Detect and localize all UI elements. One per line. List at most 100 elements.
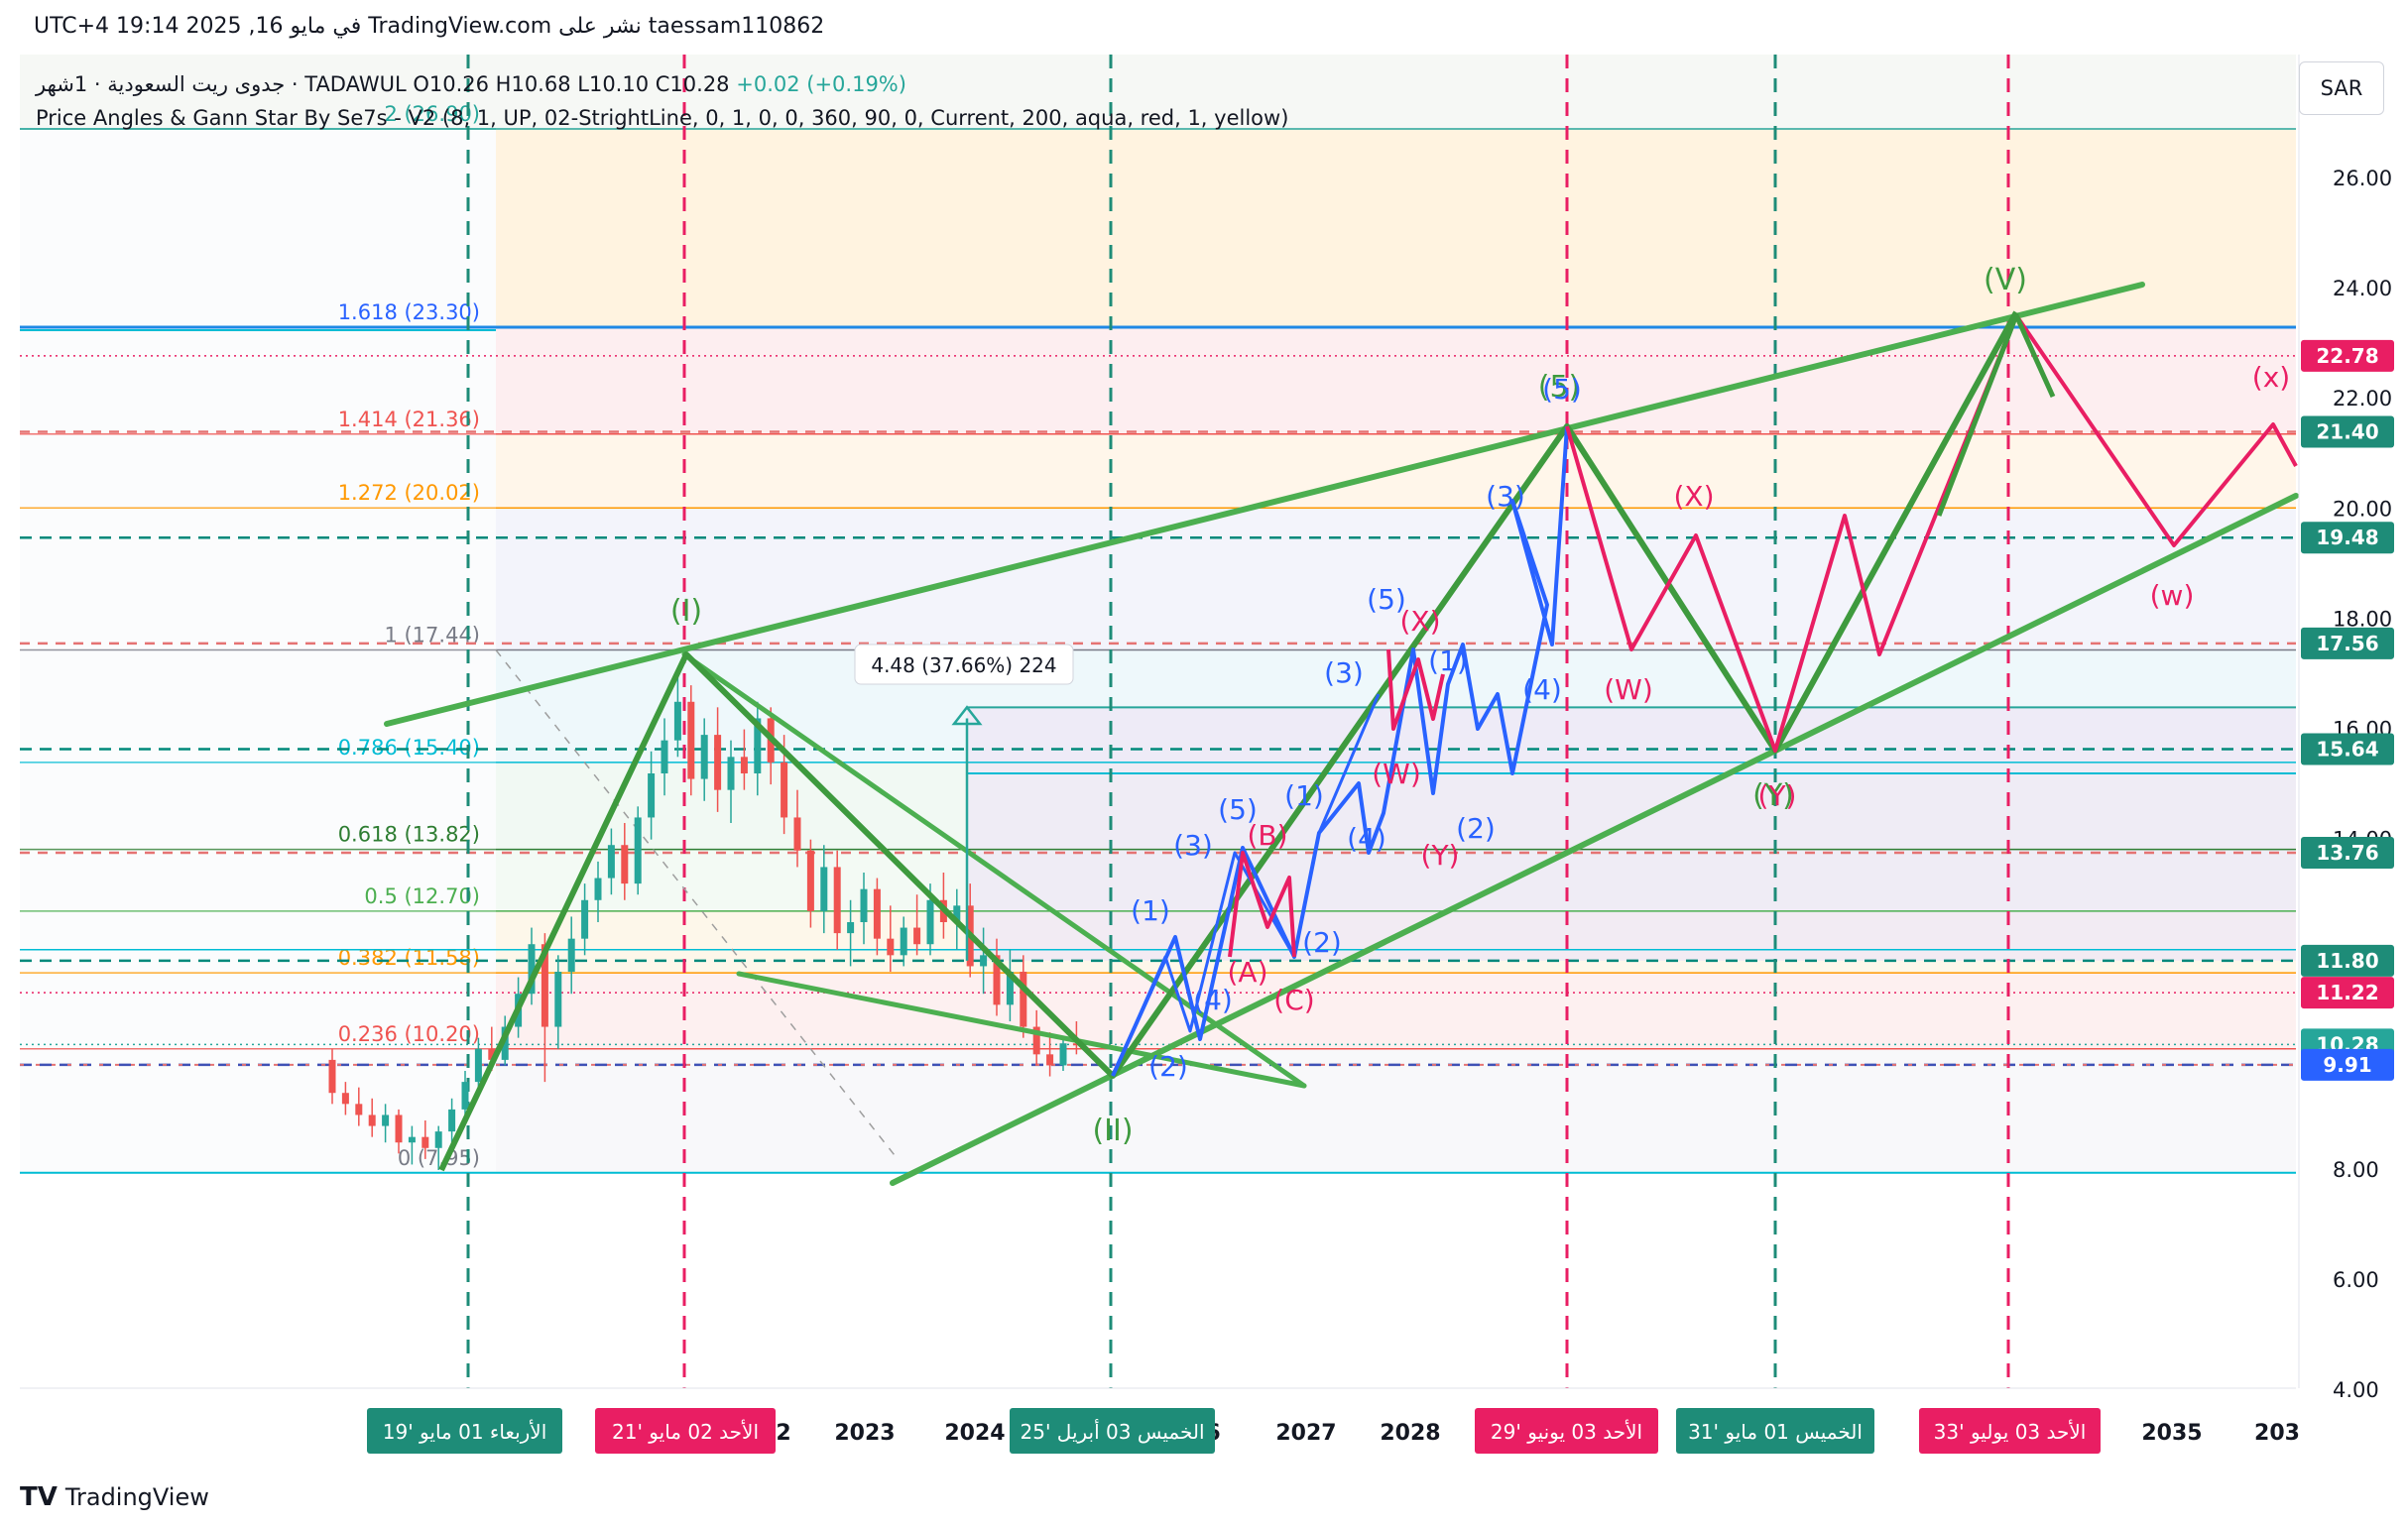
candle-body [528,944,536,995]
primary-wave-path [438,310,2019,1172]
candle-body [594,878,602,900]
candle-body [448,1109,456,1132]
wave-label: (X) [1673,480,1714,513]
ohlc-value: C10.28 [656,72,736,96]
time-axis-tick: 2024 [944,1421,1005,1446]
wave-label: (5) [1538,370,1581,405]
wave-label: (Y) [1758,779,1797,812]
price-badge-label: 22.78 [2316,344,2378,368]
wave-label: (5) [1218,793,1258,826]
candle-body [806,850,814,911]
wave-label: (X) [1399,605,1440,638]
time-axis-tick: 2027 [1275,1421,1336,1446]
candle-body [1020,972,1027,1027]
trend-line [890,493,2299,1186]
wave-label: (I) [670,594,702,629]
tradingview-logo-icon: 𝗧𝗩 [20,1482,58,1512]
primary-wave-path [1936,312,2056,517]
price-badge-label: 9.91 [2323,1053,2371,1077]
date-badge [1676,1408,1874,1454]
candle-body [926,899,934,945]
wave-label: (Y) [1421,839,1460,872]
fib-level-label: 1.414 (21.36) [338,408,480,431]
time-axis-tick: 2028 [1380,1421,1440,1446]
candle-body [860,888,868,922]
candle-body [727,757,735,790]
time-axis-tick: 2023 [834,1421,895,1446]
fib-level-label: 1.618 (23.30) [338,300,480,324]
wave-label: (4) [1193,984,1233,1016]
symbol-line: جدوى ريت السعودية · 1شهر · TADAWUL O10.2… [35,72,906,96]
candle-body [887,938,895,956]
candle-body [541,944,548,1027]
price-badge [2301,627,2394,659]
fib-level-label: 0.236 (10.20) [338,1022,480,1046]
candle-body [820,867,828,911]
price-badge [2301,977,2394,1009]
date-badge [367,1408,562,1454]
price-axis-tick: 20.00 [2333,497,2392,521]
candle-body [687,701,695,779]
candle-body [1032,1026,1040,1055]
currency-button[interactable]: SAR [2299,61,2384,115]
candle-body [673,701,681,741]
wave-label: (II) [1092,1114,1133,1148]
candle-body [833,867,841,934]
date-badge-label: الخميس 03 أبريل '25 [1020,1419,1204,1444]
wave-label: (w) [2150,579,2195,612]
wave-label: (Y) [1752,778,1794,813]
ohlc-value: O10.26 [413,72,495,96]
candle-body [953,905,961,922]
candle-body [980,955,988,967]
date-badge [595,1408,776,1454]
ohlc-value: +0.02 (+0.19%) [736,72,906,96]
wave-label: (1) [1131,894,1170,927]
price-badge [2301,339,2394,372]
candle-body [355,1104,363,1116]
wave-label: (B) [1247,819,1287,852]
fib-level-label: 0.618 (13.82) [338,823,480,847]
wave-label: (3) [1324,656,1364,689]
candle-body [328,1059,336,1094]
wave-label: (3) [1173,829,1213,862]
date-badge-label: الخميس 01 مايو '31 [1688,1420,1863,1444]
price-badge-label: 21.40 [2316,420,2378,444]
price-badge-label: 19.48 [2316,526,2378,549]
wave-label: (V) [1984,263,2027,297]
date-badge [1475,1408,1658,1454]
candle-body [847,922,855,934]
candle-body [648,773,656,818]
price-badge [2301,733,2394,765]
candle-body [900,927,907,956]
time-axis-tick: 203 [2254,1421,2300,1446]
date-badge-label: الأحد 03 يونيو '29 [1491,1420,1642,1444]
candle-body [554,972,562,1027]
candle-body [567,938,575,972]
symbol-name: جدوى ريت السعودية · 1شهر · TADAWUL [35,72,413,96]
fib-level-label: 0.5 (12.70) [364,884,480,908]
candle-body [754,718,762,773]
wave-label: (5) [1367,583,1406,616]
measure-label-box [854,644,1074,685]
candle-body [1072,1043,1080,1046]
candle-body [581,899,589,939]
wave-label: (x) [2252,361,2290,394]
trend-line [736,971,1307,1089]
fib-level-label: 2 (26.90) [384,102,480,126]
fib-zone [496,508,2296,650]
candle-body [993,955,1001,1005]
candle-body [341,1093,349,1105]
wave-label: (2) [1302,926,1342,959]
forecast-wave-path [1565,313,2298,753]
wave-label: (2) [1456,812,1496,845]
price-axis-tick: 18.00 [2333,607,2392,631]
wave-label: (W) [1604,673,1653,706]
trend-line [681,651,1307,1089]
fib-zone [496,129,2296,327]
candle-body [740,757,748,773]
candle-body [434,1131,442,1148]
date-badge-label: الأربعاء 01 مايو '19 [383,1420,547,1444]
candle-body [461,1082,469,1110]
footer-brand[interactable]: 𝗧𝗩 TradingView [20,1477,209,1517]
